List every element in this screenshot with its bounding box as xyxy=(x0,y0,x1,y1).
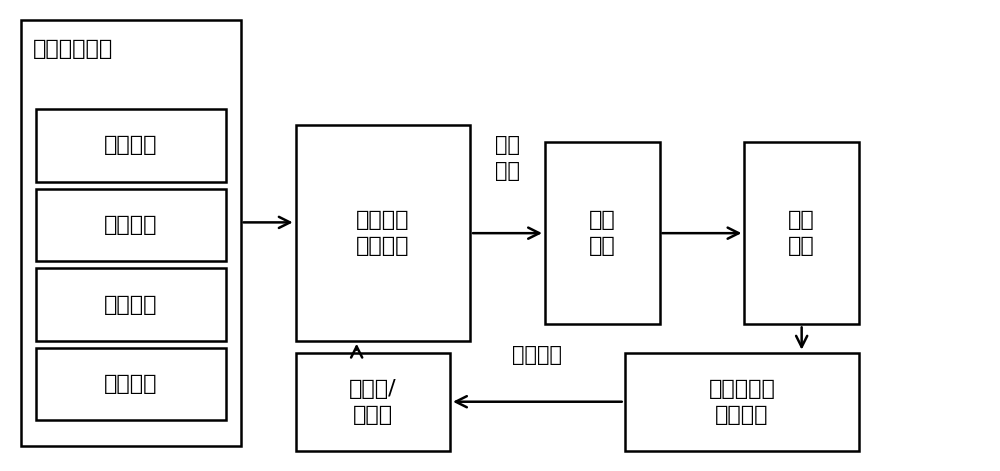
Bar xyxy=(36,109,226,182)
Bar xyxy=(36,268,226,341)
Text: 低速运行: 低速运行 xyxy=(104,374,158,394)
Text: 刹车制动: 刹车制动 xyxy=(104,135,158,155)
Text: 储蓄
电池: 储蓄 电池 xyxy=(788,210,815,256)
Bar xyxy=(625,353,859,451)
Bar xyxy=(36,189,226,261)
Text: 输出能量: 输出能量 xyxy=(512,345,562,365)
Bar xyxy=(36,348,226,421)
Bar xyxy=(296,353,450,451)
Text: 逆变及电机
驱动系统: 逆变及电机 驱动系统 xyxy=(708,379,775,425)
Bar xyxy=(21,20,241,446)
Text: 下坡滑行: 下坡滑行 xyxy=(104,215,158,235)
Text: 充电
系统: 充电 系统 xyxy=(589,210,616,256)
Bar xyxy=(296,125,470,341)
Text: 回馈发电
控制系统: 回馈发电 控制系统 xyxy=(356,210,410,256)
Text: 回收
能量: 回收 能量 xyxy=(495,135,520,181)
Text: 电动机/
发电机: 电动机/ 发电机 xyxy=(349,379,397,425)
Bar xyxy=(744,142,859,325)
Text: 高速运行: 高速运行 xyxy=(104,294,158,315)
Bar xyxy=(545,142,660,325)
Text: 车辆运行工况: 车辆运行工况 xyxy=(33,39,114,59)
